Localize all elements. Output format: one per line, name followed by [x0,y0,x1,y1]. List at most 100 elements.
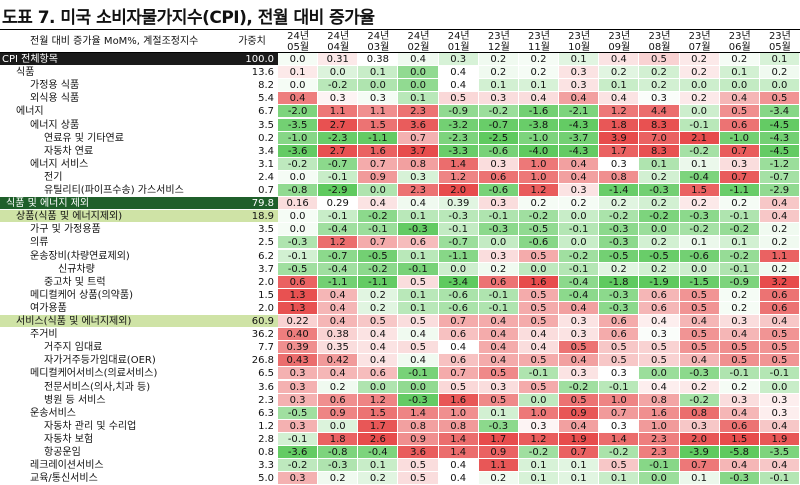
row-weight: 3.1 [226,157,278,171]
value-cell: -0.4 [318,223,359,237]
value-cell: 0.22 [278,315,319,329]
value-cell: 0.29 [318,197,359,211]
value-cell: 0.40 [278,328,319,342]
value-cell: 0.2 [679,92,720,106]
value-cell: 0.3 [559,66,600,80]
header-cell: 24년 04월 [318,29,359,53]
value-cell: 0.7 [679,459,720,473]
row-weight: 2.0 [226,301,278,315]
value-cell: 0.4 [559,92,600,106]
value-cell: 0.0 [639,367,680,381]
value-cell: 0.3 [559,367,600,381]
row-weight: 6.3 [226,406,278,420]
value-cell: 0.6 [759,301,800,315]
value-cell: 0.3 [559,328,600,342]
value-cell: 0.3 [398,170,439,184]
value-cell: 0.1 [398,249,439,263]
value-cell: -3.9 [679,446,720,460]
value-cell: -0.6 [438,288,479,302]
value-cell: 0.6 [318,393,359,407]
value-cell: -0.1 [759,367,800,381]
value-cell: 0.3 [679,419,720,433]
value-cell: 0.4 [438,459,479,473]
row-label: 주거비 [0,328,226,342]
value-cell: 0.7 [398,131,439,145]
value-cell: 0.1 [398,210,439,224]
value-cell: 0.0 [278,210,319,224]
value-cell: 0.1 [559,459,600,473]
row-label: 외식용 식품 [0,92,226,106]
value-cell: 0.5 [639,354,680,368]
value-cell: 0.0 [559,210,600,224]
row-weight: 7.7 [226,341,278,355]
header-cell: 24년 01월 [438,29,479,53]
value-cell: 0.2 [719,301,760,315]
value-cell: 0.2 [759,262,800,276]
value-cell: 0.4 [518,92,560,106]
value-cell: 0.1 [398,92,439,106]
value-cell: 0.5 [398,472,439,485]
value-cell: 0.6 [639,301,680,315]
value-cell: 2.7 [318,118,359,132]
value-cell: -0.1 [719,262,760,276]
header-cell: 23년 12월 [478,29,519,53]
value-cell: 0.6 [719,419,760,433]
value-cell: -4.5 [759,144,800,158]
value-cell: 2.7 [318,144,359,158]
value-cell: 1.6 [518,275,560,289]
value-cell: 1.0 [518,170,560,184]
row-weight: 2.8 [226,432,278,446]
row-label: 운송장비(차량연료제외) [0,249,226,263]
value-cell: 0.3 [278,472,319,485]
value-cell: 0.16 [278,197,319,211]
value-cell: 0.4 [278,92,319,106]
value-cell: 0.9 [559,406,600,420]
header-cell: 23년 11월 [518,29,560,53]
value-cell: 0.3 [358,92,399,106]
row-label: 여가용품 [0,301,226,315]
header-cell: 23년 05월 [759,29,800,53]
value-cell: 0.5 [639,341,680,355]
value-cell: -0.7 [478,118,519,132]
value-cell: 0.1 [518,79,560,93]
value-cell: 0.5 [719,341,760,355]
row-label: 에너지 서비스 [0,157,226,171]
value-cell: -2.3 [438,131,479,145]
value-cell: -0.2 [478,105,519,119]
value-cell: 0.0 [278,79,319,93]
row-weight: 2.4 [226,170,278,184]
value-cell: -0.2 [599,446,640,460]
value-cell: 0.7 [358,157,399,171]
value-cell: -1.6 [518,105,560,119]
value-cell: 0.1 [679,472,720,485]
value-cell: -1.0 [518,131,560,145]
row-weight: 6.2 [226,249,278,263]
value-cell: 0.2 [639,170,680,184]
row-weight: 5.0 [226,472,278,485]
value-cell: 0.6 [599,328,640,342]
value-cell: 0.5 [759,354,800,368]
value-cell: -0.3 [278,236,319,250]
value-cell: 0.3 [478,380,519,394]
value-cell: 0.1 [679,157,720,171]
value-cell: -4.3 [559,144,600,158]
row-label: 자가거주등가임대료(OER) [0,354,226,368]
value-cell: -3.2 [438,118,479,132]
value-cell: 0.0 [478,236,519,250]
value-cell: 1.4 [398,406,439,420]
value-cell: -0.1 [559,223,600,237]
value-cell: -0.1 [518,367,560,381]
value-cell: 4.4 [639,105,680,119]
value-cell: 0.3 [438,53,479,67]
row-label: 신규차량 [0,262,226,276]
value-cell: 0.4 [518,328,560,342]
value-cell: -0.6 [518,236,560,250]
value-cell: 0.4 [358,354,399,368]
value-cell: 0.38 [318,328,359,342]
value-cell: 0.2 [639,262,680,276]
value-cell: -0.4 [559,275,600,289]
value-cell: 0.8 [599,170,640,184]
value-cell: 2.1 [679,131,720,145]
value-cell: 0.4 [759,210,800,224]
value-cell: 0.3 [719,157,760,171]
